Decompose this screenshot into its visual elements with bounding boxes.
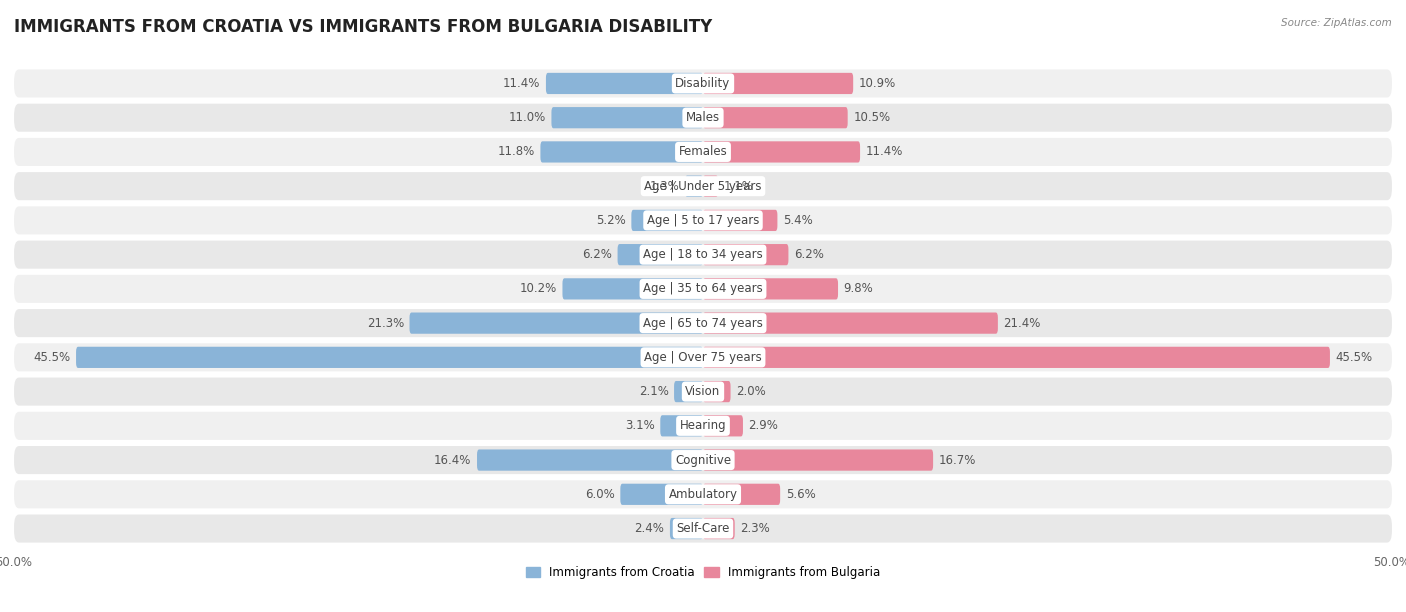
FancyBboxPatch shape [703, 381, 731, 402]
Text: 45.5%: 45.5% [1336, 351, 1372, 364]
Text: Age | 18 to 34 years: Age | 18 to 34 years [643, 248, 763, 261]
FancyBboxPatch shape [631, 210, 703, 231]
Text: Vision: Vision [685, 385, 721, 398]
FancyBboxPatch shape [703, 73, 853, 94]
FancyBboxPatch shape [14, 275, 1392, 303]
Text: Age | Over 75 years: Age | Over 75 years [644, 351, 762, 364]
Text: 2.3%: 2.3% [740, 522, 770, 535]
FancyBboxPatch shape [546, 73, 703, 94]
FancyBboxPatch shape [14, 172, 1392, 200]
Text: 11.0%: 11.0% [509, 111, 546, 124]
Text: 11.4%: 11.4% [866, 146, 903, 159]
FancyBboxPatch shape [703, 278, 838, 299]
Text: 2.9%: 2.9% [748, 419, 779, 432]
FancyBboxPatch shape [669, 518, 703, 539]
FancyBboxPatch shape [620, 483, 703, 505]
FancyBboxPatch shape [14, 343, 1392, 371]
FancyBboxPatch shape [477, 449, 703, 471]
Text: Age | 65 to 74 years: Age | 65 to 74 years [643, 316, 763, 330]
FancyBboxPatch shape [617, 244, 703, 265]
Text: 6.2%: 6.2% [582, 248, 612, 261]
Text: Ambulatory: Ambulatory [668, 488, 738, 501]
FancyBboxPatch shape [551, 107, 703, 129]
Text: Cognitive: Cognitive [675, 453, 731, 466]
Text: 10.2%: 10.2% [520, 282, 557, 296]
FancyBboxPatch shape [540, 141, 703, 163]
Text: 21.3%: 21.3% [367, 316, 404, 330]
FancyBboxPatch shape [703, 176, 718, 197]
FancyBboxPatch shape [14, 378, 1392, 406]
FancyBboxPatch shape [703, 415, 742, 436]
Text: 45.5%: 45.5% [34, 351, 70, 364]
FancyBboxPatch shape [703, 107, 848, 129]
Text: 2.1%: 2.1% [638, 385, 669, 398]
FancyBboxPatch shape [14, 515, 1392, 543]
FancyBboxPatch shape [562, 278, 703, 299]
FancyBboxPatch shape [14, 138, 1392, 166]
Text: 3.1%: 3.1% [626, 419, 655, 432]
FancyBboxPatch shape [703, 483, 780, 505]
Text: Disability: Disability [675, 77, 731, 90]
Text: Source: ZipAtlas.com: Source: ZipAtlas.com [1281, 18, 1392, 28]
Text: Self-Care: Self-Care [676, 522, 730, 535]
Text: 1.1%: 1.1% [724, 180, 754, 193]
Text: IMMIGRANTS FROM CROATIA VS IMMIGRANTS FROM BULGARIA DISABILITY: IMMIGRANTS FROM CROATIA VS IMMIGRANTS FR… [14, 18, 713, 36]
Text: Males: Males [686, 111, 720, 124]
Text: Females: Females [679, 146, 727, 159]
FancyBboxPatch shape [14, 103, 1392, 132]
FancyBboxPatch shape [14, 309, 1392, 337]
Text: Age | 35 to 64 years: Age | 35 to 64 years [643, 282, 763, 296]
Text: 10.5%: 10.5% [853, 111, 890, 124]
FancyBboxPatch shape [703, 449, 934, 471]
Text: 16.7%: 16.7% [939, 453, 976, 466]
FancyBboxPatch shape [673, 381, 703, 402]
FancyBboxPatch shape [76, 347, 703, 368]
Text: Age | 5 to 17 years: Age | 5 to 17 years [647, 214, 759, 227]
Text: 11.8%: 11.8% [498, 146, 534, 159]
Text: 5.6%: 5.6% [786, 488, 815, 501]
FancyBboxPatch shape [14, 241, 1392, 269]
Text: 11.4%: 11.4% [503, 77, 540, 90]
FancyBboxPatch shape [703, 518, 735, 539]
Text: 6.2%: 6.2% [794, 248, 824, 261]
Text: 9.8%: 9.8% [844, 282, 873, 296]
Text: Hearing: Hearing [679, 419, 727, 432]
Text: 16.4%: 16.4% [434, 453, 471, 466]
Text: 6.0%: 6.0% [585, 488, 614, 501]
Text: 21.4%: 21.4% [1004, 316, 1040, 330]
FancyBboxPatch shape [14, 412, 1392, 440]
Text: 5.4%: 5.4% [783, 214, 813, 227]
FancyBboxPatch shape [703, 210, 778, 231]
FancyBboxPatch shape [703, 244, 789, 265]
FancyBboxPatch shape [14, 206, 1392, 234]
Text: 1.3%: 1.3% [650, 180, 679, 193]
FancyBboxPatch shape [685, 176, 703, 197]
FancyBboxPatch shape [14, 69, 1392, 97]
Text: 5.2%: 5.2% [596, 214, 626, 227]
Legend: Immigrants from Croatia, Immigrants from Bulgaria: Immigrants from Croatia, Immigrants from… [522, 562, 884, 584]
Text: 2.4%: 2.4% [634, 522, 665, 535]
Text: 2.0%: 2.0% [737, 385, 766, 398]
FancyBboxPatch shape [409, 313, 703, 334]
FancyBboxPatch shape [14, 446, 1392, 474]
FancyBboxPatch shape [703, 347, 1330, 368]
FancyBboxPatch shape [703, 313, 998, 334]
FancyBboxPatch shape [14, 480, 1392, 509]
FancyBboxPatch shape [703, 141, 860, 163]
Text: 10.9%: 10.9% [859, 77, 896, 90]
FancyBboxPatch shape [661, 415, 703, 436]
Text: Age | Under 5 years: Age | Under 5 years [644, 180, 762, 193]
